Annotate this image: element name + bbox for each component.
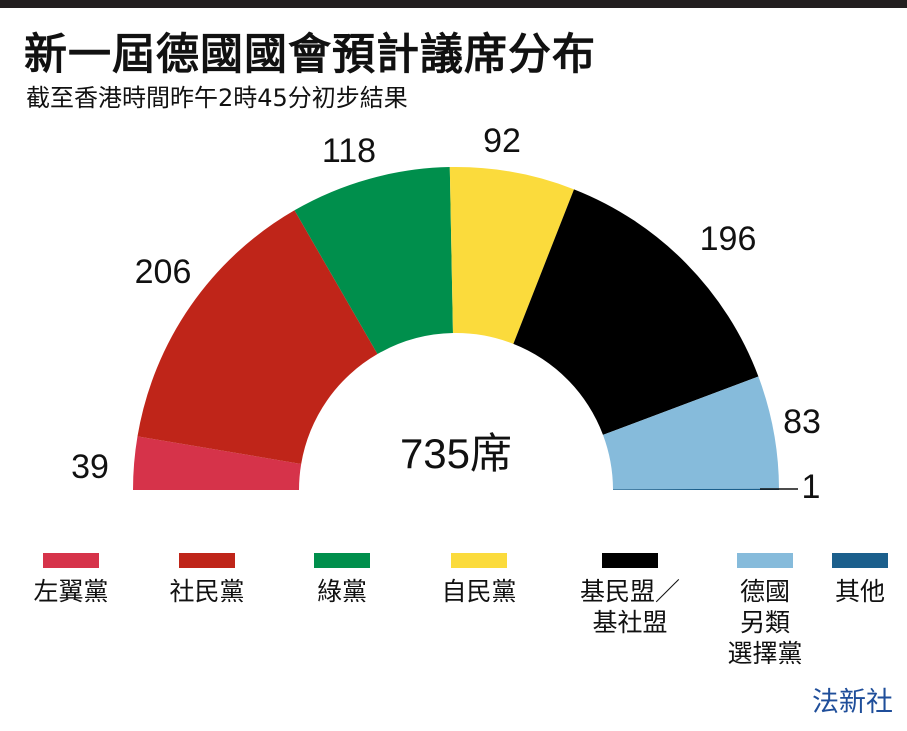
- value-label-greens: 118: [322, 132, 376, 170]
- slice-left: [133, 436, 302, 490]
- value-label-left: 39: [71, 448, 109, 486]
- legend-swatch-cdu-csu: [602, 553, 658, 568]
- slice-others: [612, 488, 779, 490]
- total-seats-label: 735席: [400, 430, 512, 477]
- value-label-fdp: 92: [483, 122, 521, 160]
- legend-label-fdp: 自民黨: [441, 577, 517, 606]
- value-label-afd: 83: [783, 403, 821, 441]
- legend-swatch-fdp: [451, 553, 507, 568]
- chart-subtitle: 截至香港時間昨午2時45分初步結果: [26, 84, 408, 112]
- slice-cdu-csu: [513, 189, 759, 435]
- value-label-cdu-csu: 196: [700, 220, 757, 258]
- value-label-spd: 206: [135, 253, 192, 291]
- source-credit: 法新社: [812, 687, 893, 718]
- legend-swatch-left: [43, 553, 99, 568]
- legend-swatch-spd: [179, 553, 235, 568]
- legend-swatch-greens: [314, 553, 370, 568]
- legend-swatch-afd: [737, 553, 793, 568]
- legend-swatch-others: [832, 553, 888, 568]
- legend-label-others: 其他: [834, 577, 885, 606]
- legend-label-greens: 綠黨: [316, 577, 367, 606]
- chart-title: 新一屆德國國會預計議席分布: [24, 30, 596, 80]
- slice-spd: [137, 210, 378, 464]
- slice-greens: [294, 167, 453, 355]
- legend-label-spd: 社民黨: [169, 577, 245, 606]
- slice-afd: [602, 376, 779, 490]
- legend-label-cdu-csu: 基民盟／ 基社盟: [579, 577, 680, 637]
- legend-label-afd: 德國 另類 選擇黨: [727, 577, 803, 668]
- slice-fdp: [449, 167, 575, 344]
- top-rule: [0, 0, 907, 8]
- legend-label-left: 左翼黨: [33, 577, 109, 606]
- value-label-others: 1: [802, 468, 821, 506]
